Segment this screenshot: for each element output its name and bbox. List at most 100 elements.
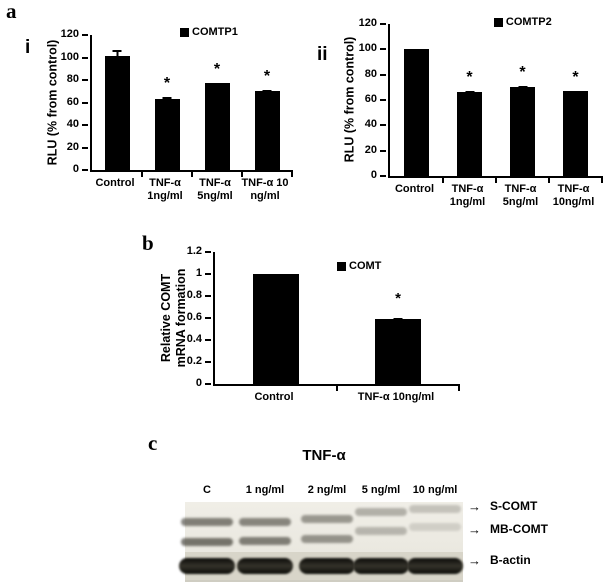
x-tick-label: TNF-α 5ng/ml [502,183,539,208]
y-axis: 0 0.2 0.4 0.6 0.8 1 1.2 [177,245,211,389]
x-tick-label: Control [254,391,294,403]
y-tick-mark [82,169,88,171]
blot-lane-label: 2 ng/ml [307,484,347,496]
y-tick-label: 100 [60,50,79,63]
arrow-right-icon: → [468,499,481,514]
error-bar [518,86,527,89]
x-axis-tick [601,176,603,183]
significance-asterisk: * [395,290,401,307]
bar-slot: * [496,24,550,183]
y-tick-label: 100 [358,42,377,55]
y-tick-mark [380,149,386,152]
significance-asterisk: * [163,74,171,92]
bar [404,49,429,176]
error-bar [262,90,272,93]
bar [375,319,421,384]
y-tick-mark [205,295,211,297]
blot-band-b-actin [353,558,409,574]
y-tick-mark [82,101,88,104]
blot-band-mb-comt [409,523,461,531]
x-axis-labels: Control TNF-α 1ng/ml TNF-α 5ng/ml TNF-α 10n… [388,183,600,209]
legend-label: COMTP1 [192,26,238,38]
y-tick-mark [205,317,211,319]
blot-title: TNF-α [302,447,346,464]
blot-band-s-comt [301,515,353,523]
bar [204,83,230,170]
blot-band-s-comt [181,518,233,526]
y-tick-mark [82,56,88,59]
y-tick-label: 20 [364,143,377,156]
y-tick-mark [380,175,386,177]
blot-image [179,502,463,582]
y-tick-label: 1 [195,267,202,279]
y-tick-mark [380,73,386,76]
legend: COMTP2 [493,16,552,28]
y-tick-mark [380,23,386,25]
blot-lane-label: 10 ng/ml [412,484,458,496]
bar-slot: * [142,35,193,177]
y-tick-mark [205,361,211,363]
y-tick-label: 0 [195,377,202,389]
bar-slot [215,252,338,391]
legend: COMT [337,260,381,272]
arrow-right-icon: → [468,553,481,568]
band-pointer-b-actin: → B-actin [468,553,531,568]
y-tick-mark [82,34,88,36]
y-tick-label: 0.6 [186,311,202,323]
y-tick-mark [205,273,211,275]
error-bar-cap [162,96,172,99]
blot-band-mb-comt [355,527,407,535]
y-tick-label: 80 [66,73,79,85]
legend-swatch-icon [337,261,346,271]
blot-band-s-comt [409,505,461,513]
significance-asterisk: * [263,68,271,86]
y-tick-label: 80 [364,67,377,80]
y-tick-label: 0 [72,163,79,175]
legend-label: COMTP2 [505,16,552,28]
bar [253,274,299,384]
chart-comtp1: RLU (% from control) 0 20 40 60 80 100 120 COM… [35,12,297,216]
x-axis-tick [141,170,143,177]
y-tick-label: 20 [66,140,79,153]
error-bar-cap [262,90,272,93]
y-tick-label: 40 [364,118,377,131]
bar [254,91,280,170]
panel-a-sub-ii-letter: ii [317,44,328,65]
y-tick-label: 120 [60,28,79,40]
bar-slot: * [337,252,460,391]
plot-area: COMT * [213,252,460,391]
y-tick-mark [205,339,211,341]
blot-lane-label: C [203,484,211,496]
y-tick-mark [82,79,88,81]
error-bar [465,91,474,94]
blot-band-b-actin [237,558,293,574]
x-tick-label: TNF-α 5ng/ml [197,177,233,202]
x-tick-label: TNF-α 10 ng/ml [241,177,289,202]
bar-slot [390,24,444,183]
y-tick-label: 0.8 [186,289,202,301]
y-tick-mark [82,124,88,126]
blot-band-b-actin [407,558,463,574]
error-bar [162,96,172,100]
error-bar-cap [393,318,403,321]
plot-area: COMTP2 * * * [388,16,603,183]
plot-area: COMTP1 * * * [90,26,293,177]
legend-swatch-icon [180,27,189,37]
band-label: B-actin [490,553,531,567]
y-tick-label: 1.2 [186,245,202,257]
x-axis-labels: Control TNF-α 1ng/ml TNF-α 5ng/ml TNF-α 10 … [90,177,290,203]
chart-comt-mrna: Relative COMT mRNA formation 0 0.2 0.4 0.6 0… [140,228,470,424]
blot-band-mb-comt [181,538,233,546]
y-tick-label: 0 [370,169,377,181]
panel-b-letter: b [142,231,154,255]
panel-western-blot: c TNF-α → S-COMT → MB-COMT → B-actin C 1 … [140,430,605,585]
x-tick-label: TNF-α 10ng/ml [357,391,435,403]
significance-asterisk: * [572,69,579,87]
band-label: S-COMT [490,499,538,513]
x-tick-label: Control [394,183,435,195]
y-tick-label: 120 [358,17,377,29]
x-axis-tick [548,176,550,183]
significance-asterisk: * [213,61,221,79]
chart-comtp2: ii RLU (% from control) 0 20 40 60 80 100 120 … [300,0,605,232]
